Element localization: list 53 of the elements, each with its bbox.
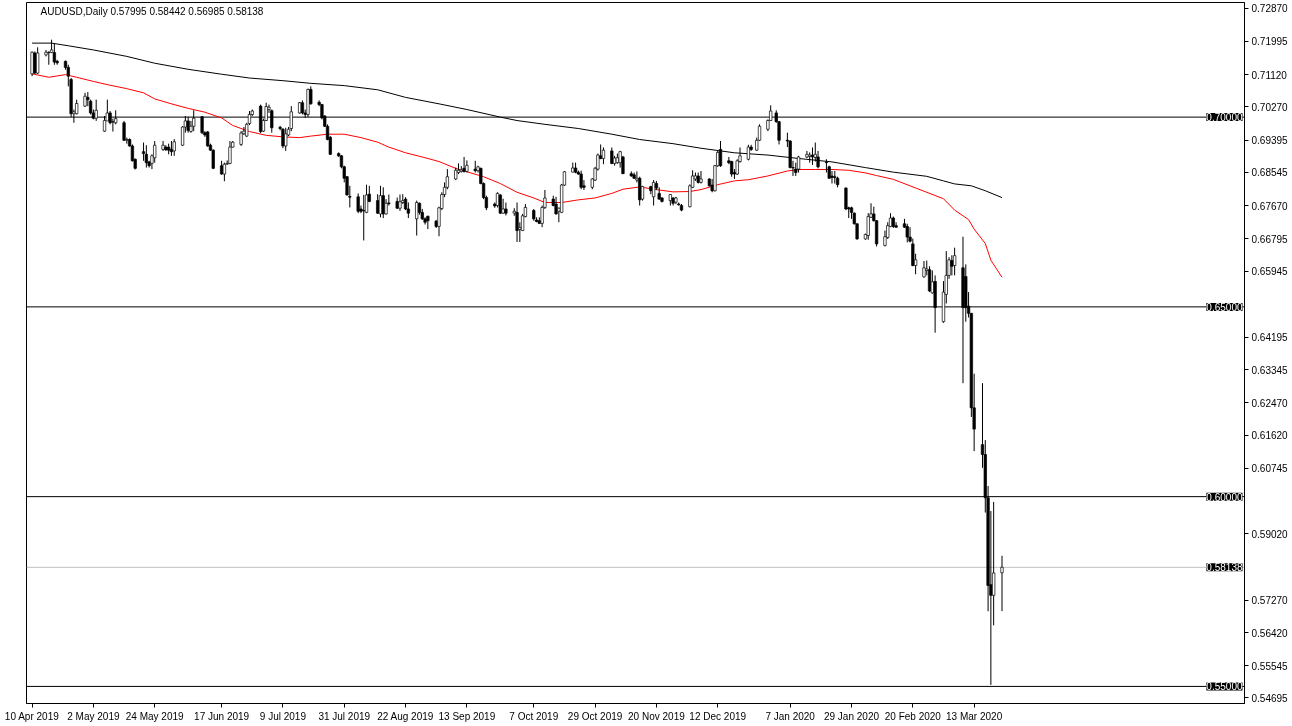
x-tick-label: 13 Sep 2019 bbox=[438, 710, 496, 722]
y-tick-label: 0.57270 bbox=[1251, 595, 1289, 607]
y-tick-label: 0.64195 bbox=[1251, 332, 1289, 344]
x-tick-label: 29 Jan 2020 bbox=[823, 710, 880, 722]
candlestick bbox=[36, 46, 40, 75]
candlestick bbox=[1000, 555, 1004, 612]
x-tick-label: 20 Feb 2020 bbox=[884, 710, 942, 722]
x-tick-label: 22 Aug 2019 bbox=[377, 710, 434, 722]
y-tick-label: 0.54695 bbox=[1251, 693, 1289, 704]
x-tick-label: 17 Jun 2019 bbox=[194, 710, 250, 722]
x-tick-label: 24 May 2019 bbox=[125, 710, 185, 722]
x-tick-label: 9 Jul 2019 bbox=[259, 710, 307, 722]
y-tick-label: 0.71995 bbox=[1251, 36, 1289, 48]
x-tick-label: 7 Jan 2020 bbox=[765, 710, 816, 722]
y-tick-label: 0.66795 bbox=[1251, 233, 1289, 245]
y-tick-label: 0.62470 bbox=[1251, 397, 1289, 409]
candlestick bbox=[465, 159, 469, 174]
y-tick-label: 0.68545 bbox=[1251, 167, 1289, 179]
y-tick-label: 0.67670 bbox=[1251, 200, 1289, 212]
ref-line-label: 0.65000 bbox=[1206, 301, 1243, 313]
ref-line-label: 0.58138 bbox=[1206, 562, 1243, 574]
candlestick bbox=[30, 50, 34, 77]
candlestick bbox=[33, 50, 37, 75]
y-tick-label: 0.69395 bbox=[1251, 135, 1289, 147]
x-tick-label: 2 May 2019 bbox=[67, 710, 120, 722]
y-tick-label: 0.65945 bbox=[1251, 266, 1289, 278]
ref-line-label: 0.55000 bbox=[1206, 681, 1243, 693]
y-tick-label: 0.59020 bbox=[1251, 528, 1289, 540]
candlestick bbox=[504, 202, 508, 216]
x-tick-label: 10 Apr 2019 bbox=[4, 710, 60, 722]
x-tick-label: 29 Oct 2019 bbox=[567, 710, 623, 722]
y-tick-label: 0.63345 bbox=[1251, 364, 1289, 376]
chart-title: AUDUSD,Daily 0.57995 0.58442 0.56985 0.58138 bbox=[40, 5, 264, 17]
y-tick-label: 0.61620 bbox=[1251, 430, 1289, 442]
candlestick bbox=[122, 120, 126, 142]
x-tick-label: 7 Oct 2019 bbox=[509, 710, 559, 722]
y-tick-label: 0.60745 bbox=[1251, 463, 1289, 475]
x-tick-label: 13 Mar 2020 bbox=[946, 710, 1003, 722]
y-tick-label: 0.71120 bbox=[1251, 69, 1288, 81]
y-tick-label: 0.70270 bbox=[1251, 101, 1289, 113]
ref-line-label: 0.60000 bbox=[1206, 491, 1243, 503]
x-tick-label: 20 Nov 2019 bbox=[628, 710, 686, 722]
candlestick bbox=[905, 223, 909, 243]
x-tick-label: 12 Dec 2019 bbox=[689, 710, 747, 722]
y-tick-label: 0.56420 bbox=[1251, 627, 1289, 639]
y-tick-label: 0.72870 bbox=[1251, 3, 1289, 15]
y-tick-label: 0.55545 bbox=[1251, 660, 1289, 672]
candlestick bbox=[501, 198, 505, 215]
ref-line-label: 0.70000 bbox=[1206, 112, 1243, 124]
x-tick-label: 31 Jul 2019 bbox=[318, 710, 371, 722]
candlestick bbox=[953, 247, 957, 276]
candlestick bbox=[376, 193, 380, 215]
candlestick bbox=[894, 221, 898, 229]
